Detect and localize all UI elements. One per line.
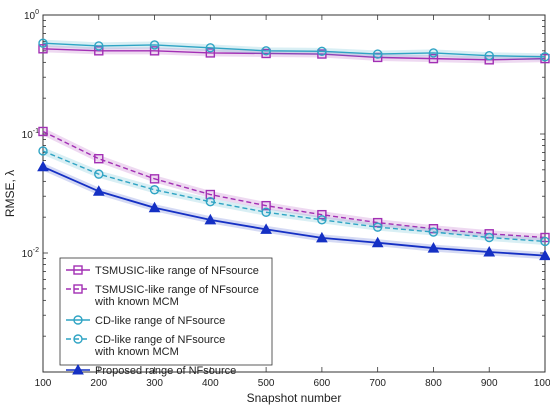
data-point [94,169,104,179]
data-point [94,46,104,56]
data-point [317,46,327,57]
legend-swatch-marker [73,265,83,275]
series-line [42,48,546,61]
x-tick-label: 100 [35,378,52,389]
data-point [205,43,216,53]
data-point [539,249,550,261]
series-3 [38,146,550,247]
data-point [38,126,48,137]
data-point [372,49,383,59]
legend-swatch-marker [72,363,84,375]
series-0 [38,44,550,65]
legend-item: TSMUSIC-like range of NFsource with known… [66,284,259,308]
x-tick-label: 500 [258,378,275,389]
y-tick-label-exponent: -1 [33,128,39,135]
y-tick-label-exponent: -2 [33,247,39,254]
data-point [317,49,327,59]
data-point [38,38,48,48]
data-point [317,209,327,220]
legend-swatch-marker [73,284,83,294]
x-tick-label: 300 [146,378,163,389]
data-point [37,160,49,172]
y-tick-label: 10-2 [22,247,39,260]
series-layer [37,38,550,261]
legend-label: CD-like range of NFsource with known MCM [94,334,225,358]
legend-label: CD-like range of NFsource [95,315,225,327]
data-point [94,154,104,164]
legend-item: CD-like range of NFsource with known MCM [66,334,225,358]
series-line [42,130,546,239]
x-tick-label: 1000 [534,378,550,389]
x-axis-ticks: 100 200 300 400 500 600 700 800 900 1000 [35,15,550,389]
y-tick-label-base: 10 [24,11,36,22]
data-point [484,232,494,243]
legend-label: Proposed range of NFsource [95,365,236,377]
x-tick-label: 900 [481,378,498,389]
data-point [38,146,48,156]
x-tick-label: 400 [202,378,219,389]
data-point [540,232,550,243]
data-point [317,215,327,225]
y-tick-label: 100 [24,9,39,22]
y-tick-label-exponent: 0 [35,9,39,16]
legend-label: TSMUSIC-like range of NFsource with known… [94,284,259,308]
series-4 [37,160,550,261]
series-line [42,165,546,257]
data-point [148,201,161,213]
data-point [261,200,271,211]
data-point [204,213,217,225]
data-point [149,174,160,184]
x-tick-label: 700 [369,378,386,389]
legend-label: TSMUSIC-like range of NFsource [95,265,259,277]
data-point [149,185,160,195]
y-axis-label: RMSE, λ [3,170,17,217]
data-point [483,245,496,257]
data-point [92,185,105,196]
data-point [371,236,384,248]
data-point [205,48,216,58]
data-point [540,52,550,62]
legend-item: Proposed range of NFsource [66,363,236,377]
legend-item: TSMUSIC-like range of NFsource [66,265,259,277]
legend-item: CD-like range of NFsource [66,315,225,327]
x-tick-label: 600 [314,378,331,389]
y-tick-label: 10-1 [22,128,39,141]
legend-swatch-marker [73,315,83,325]
data-point [261,207,271,217]
data-point [484,50,494,61]
series-2 [38,38,550,62]
series-line [42,150,546,243]
data-point [428,48,439,58]
data-point [149,40,160,50]
x-tick-label: 200 [90,378,107,389]
data-point [372,222,383,232]
legend-swatch-marker [73,334,83,344]
series-1 [38,126,550,243]
data-point [38,44,48,54]
y-tick-label-base: 10 [22,249,34,260]
x-tick-label: 800 [425,378,442,389]
data-point [540,236,550,247]
data-point [149,46,160,56]
data-point [261,48,271,59]
data-point [205,196,216,207]
data-point [427,242,440,253]
legend-box [59,257,273,366]
y-tick-label-base: 10 [22,130,34,141]
legend: TSMUSIC-like range of NFsource TSMUSIC-li… [59,257,273,377]
data-point [428,227,439,237]
data-point [205,189,216,200]
data-point [94,41,104,51]
data-point [428,53,439,64]
series-line [42,42,546,58]
x-axis-label: Snapshot number [247,391,342,405]
data-point [316,231,328,243]
data-point [261,46,271,56]
data-point [260,223,272,234]
